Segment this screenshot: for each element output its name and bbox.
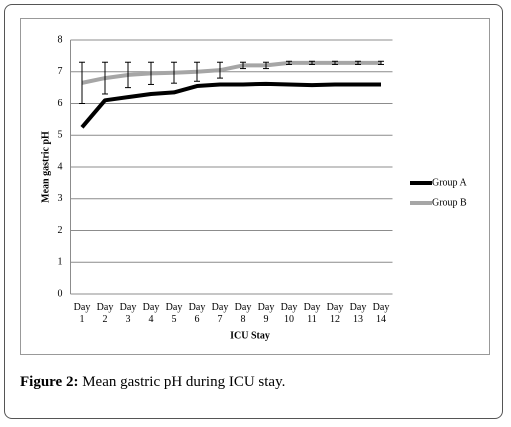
error-bar	[102, 61, 108, 95]
figure-frame	[4, 4, 503, 419]
x-tick-label: Day 6	[188, 302, 206, 325]
caption-text: Mean gastric pH during ICU stay.	[82, 374, 286, 390]
x-tick-label: Day 10	[280, 302, 298, 325]
legend-label: Group A	[432, 177, 468, 188]
x-tick-label: Day 2	[96, 302, 114, 325]
x-tick-label: Day 5	[165, 302, 183, 325]
caption-label: Figure 2:	[20, 374, 79, 390]
y-tick-label: 8	[58, 34, 63, 45]
error-bar	[240, 61, 246, 70]
chart-box	[20, 18, 490, 355]
y-tick-label: 5	[58, 130, 63, 141]
y-tick-label: 0	[58, 288, 63, 299]
error-bar	[286, 60, 292, 65]
y-tick-label: 7	[58, 66, 63, 77]
error-bar	[217, 61, 223, 79]
error-bar	[79, 61, 85, 104]
x-tick-label: Day 3	[119, 302, 137, 325]
x-tick-label: Day 9	[257, 302, 275, 325]
error-bar	[332, 60, 338, 65]
y-tick-label: 4	[58, 161, 63, 172]
x-tick-label: Day 14	[372, 302, 390, 325]
x-tick-label: Day 11	[303, 302, 321, 325]
x-tick-label: Day 4	[142, 302, 160, 325]
error-bar	[378, 60, 384, 65]
y-tick-label: 1	[58, 257, 63, 268]
error-bar	[309, 60, 315, 65]
series-line	[81, 60, 381, 85]
error-bar	[171, 61, 177, 84]
legend-label: Group B	[432, 197, 467, 208]
y-tick-label: 2	[58, 225, 63, 236]
error-bar	[125, 61, 131, 89]
series-line	[80, 81, 381, 129]
caption: Figure 2: Mean gastric pH during ICU sta…	[20, 374, 285, 391]
error-bar	[263, 61, 269, 70]
x-axis-title: ICU Stay	[230, 330, 270, 341]
y-tick-label: 3	[58, 193, 63, 204]
x-tick-label: Day 7	[211, 302, 229, 325]
error-bar	[355, 60, 361, 65]
x-tick-label: Day 13	[349, 302, 367, 325]
error-bar	[194, 61, 200, 82]
y-tick-label: 6	[58, 98, 63, 109]
x-tick-label: Day 1	[73, 302, 91, 325]
x-tick-label: Day 8	[234, 302, 252, 325]
y-axis-title: Mean gastric pH	[40, 131, 51, 203]
x-tick-label: Day 12	[326, 302, 344, 325]
error-bar	[148, 61, 154, 85]
